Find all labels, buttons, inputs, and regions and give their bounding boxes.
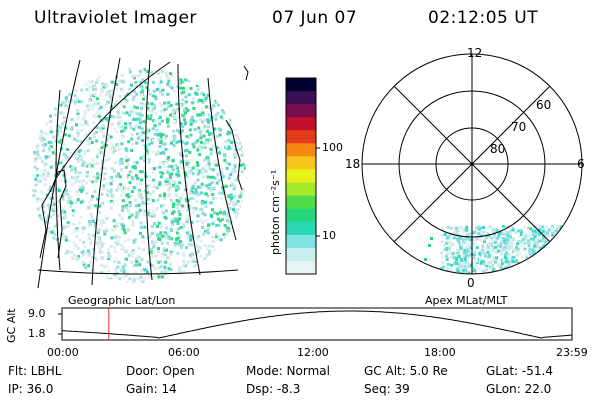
polar-grid	[361, 53, 583, 275]
colorbar-tick-10: 10	[322, 229, 336, 242]
info-mode: Mode: Normal	[246, 364, 330, 378]
info-gain: Gain: 14	[126, 382, 177, 396]
info-ip: IP: 36.0	[8, 382, 54, 396]
geographic-grid	[37, 57, 239, 289]
mlat-label-60: 60	[536, 98, 552, 112]
mlat-label-70: 70	[511, 120, 527, 134]
colorbar	[286, 78, 316, 275]
info-gcalt: GC Alt: 5.0 Re	[364, 364, 448, 378]
uv-emission-geographic	[31, 67, 246, 283]
colorbar-unit-label: photon cm⁻²s⁻¹	[269, 169, 282, 255]
right-panel-caption: Apex MLat/MLT	[425, 294, 508, 307]
timeline-xtick-1200: 12:00	[297, 346, 329, 359]
mlt-label-6: 6	[577, 157, 585, 171]
date-label: 07 Jun 07	[272, 8, 358, 28]
timeline-xtick-1800: 18:00	[424, 346, 456, 359]
timeline-ytick-high: 9.0	[28, 307, 46, 320]
colorbar-tick-100: 100	[322, 141, 343, 154]
mlt-label-0: 0	[467, 276, 475, 290]
mlt-label-18: 18	[345, 157, 361, 171]
timeline-ylabel: GC Alt	[5, 308, 18, 343]
info-glat: GLat: -51.4	[486, 364, 553, 378]
info-dsp: Dsp: -8.3	[246, 382, 301, 396]
timeline-xtick-2359: 23:59	[556, 346, 588, 359]
mlat-label-80: 80	[490, 142, 506, 156]
left-panel-caption: Geographic Lat/Lon	[68, 294, 176, 307]
mlt-label-12: 12	[467, 46, 483, 60]
info-flt: Flt: LBHL	[8, 364, 62, 378]
timeline-ytick-low: 1.8	[28, 327, 46, 340]
info-seq: Seq: 39	[364, 382, 410, 396]
coastline	[39, 65, 249, 259]
info-glon: GLon: 22.0	[486, 382, 552, 396]
timeline-xtick-0600: 06:00	[168, 346, 200, 359]
instrument-title: Ultraviolet Imager	[34, 8, 197, 28]
time-label: 02:12:05 UT	[428, 8, 539, 28]
info-door: Door: Open	[126, 364, 195, 378]
altitude-timeline	[58, 307, 573, 341]
timeline-xtick-0000: 00:00	[47, 346, 79, 359]
